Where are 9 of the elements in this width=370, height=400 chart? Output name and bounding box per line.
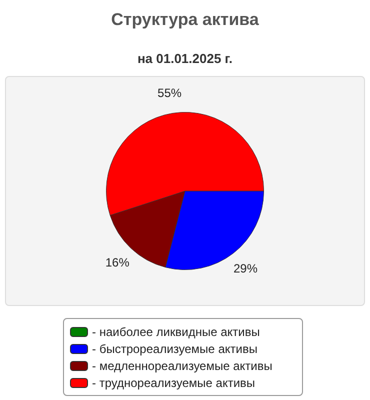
chart-title: Структура актива: [110, 10, 260, 30]
data-label: 16%: [105, 255, 130, 270]
legend-label: - наиболее ликвидные активы: [92, 324, 260, 338]
chart-subtitle: на 01.01.2025 г.: [136, 51, 234, 66]
data-label: 55%: [158, 86, 182, 100]
data-label: 29%: [234, 261, 258, 276]
legend-label: - медленнореализуемые активы: [92, 358, 272, 372]
legend-label: - быстрореализуемые активы: [92, 342, 258, 356]
legend-label: - труднореализуемые активы: [92, 376, 256, 390]
